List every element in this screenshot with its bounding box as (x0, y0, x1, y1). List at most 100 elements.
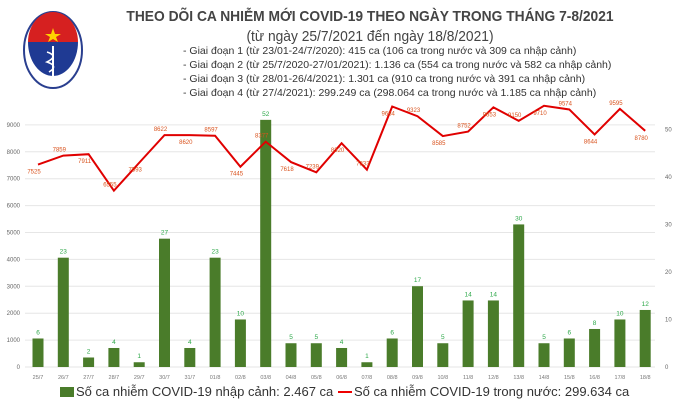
x-tick-label: 28/7 (109, 375, 120, 381)
line-value-label: 9574 (559, 101, 573, 107)
x-tick-label: 16/8 (589, 375, 600, 381)
domestic-line (37, 104, 646, 193)
chart-subtitle: (từ ngày 25/7/2021 đến ngày 18/8/2021) (246, 28, 494, 45)
x-tick-label: 18/8 (640, 375, 651, 381)
x-tick-label: 06/8 (336, 375, 347, 381)
bar-value-label: 4 (112, 339, 116, 346)
x-tick-label: 09/8 (412, 375, 423, 381)
bar-value-label: 12 (642, 301, 650, 308)
x-tick-label: 08/8 (387, 375, 398, 381)
right-tick-label: 50 (665, 127, 672, 133)
bar (260, 119, 272, 368)
phase-3: - Giai đoạn 3 (từ 28/01-26/4/2021): 1.30… (183, 73, 586, 85)
bar (589, 328, 601, 367)
bar-value-label: 27 (161, 230, 169, 237)
x-tick-label: 04/8 (286, 375, 297, 381)
ministry-of-health-logo (22, 10, 84, 95)
line-value-label: 8585 (432, 141, 446, 147)
bar (538, 343, 550, 367)
line-value-label: 7333 (356, 162, 370, 168)
bar (83, 357, 95, 367)
bar-value-label: 5 (542, 334, 546, 341)
line-value-label: 8320 (331, 148, 345, 154)
line-value-label: 7593 (129, 168, 143, 174)
bar (513, 224, 525, 367)
x-tick-label: 17/8 (615, 375, 626, 381)
bar (386, 338, 398, 367)
x-tick-label: 14/8 (539, 375, 550, 381)
x-tick-label: 13/8 (513, 375, 524, 381)
left-tick-label: 2000 (7, 311, 21, 317)
bar (336, 347, 348, 367)
left-tick-label: 9000 (7, 123, 21, 129)
left-tick-label: 4000 (7, 257, 21, 263)
line-value-label: 8752 (457, 124, 471, 130)
line-value-label: 8597 (204, 128, 218, 134)
bar-value-label: 5 (441, 334, 445, 341)
x-tick-label: 12/8 (488, 375, 499, 381)
bar-value-label: 10 (616, 310, 624, 317)
line-value-label: 9684 (382, 112, 396, 118)
phase-summary: - Giai đoạn 1 (từ 23/01-24/7/2020): 415 … (183, 44, 611, 100)
bar (487, 300, 499, 367)
bar-value-label: 4 (188, 339, 192, 346)
bar (184, 347, 196, 367)
bar (234, 319, 246, 367)
x-tick-label: 30/7 (159, 375, 170, 381)
right-tick-label: 10 (665, 317, 672, 323)
x-tick-label: 01/8 (210, 375, 221, 381)
bar-value-label: 6 (567, 329, 571, 336)
bar (437, 343, 449, 367)
chart-title: THEO DÕI CA NHIỄM MỚI COVID-19 THEO NGÀY… (126, 8, 614, 25)
line-value-label: 9323 (407, 108, 421, 114)
x-tick-label: 25/7 (33, 375, 44, 381)
line-value-label: 7445 (230, 172, 244, 178)
legend-imported: Số ca nhiễm COVID-19 nhập cảnh: 2.467 ca (60, 384, 333, 399)
x-tick-label: 29/7 (134, 375, 145, 381)
bar (57, 257, 69, 367)
x-tick-label: 15/8 (564, 375, 575, 381)
bar-value-label: 1 (137, 353, 141, 360)
bar (159, 238, 170, 367)
bar (614, 319, 626, 367)
x-tick-label: 02/8 (235, 375, 246, 381)
left-tick-label: 8000 (7, 150, 21, 156)
line-value-label: 7859 (53, 148, 67, 154)
legend-domestic: Số ca nhiễm COVID-19 trong nước: 299.634… (338, 384, 629, 399)
line-value-label: 9710 (533, 111, 547, 117)
x-tick-label: 10/8 (437, 375, 448, 381)
legend-bar-swatch (60, 386, 74, 397)
bar-value-label: 8 (593, 320, 597, 327)
left-tick-label: 3000 (7, 284, 21, 290)
x-tick-label: 26/7 (58, 375, 69, 381)
bar-value-label: 2 (87, 348, 91, 355)
line-value-label: 9150 (508, 113, 522, 119)
bar-value-label: 14 (490, 291, 498, 298)
line-value-label: 8644 (584, 139, 598, 145)
x-tick-label: 07/8 (362, 375, 373, 381)
phase-4: - Giai đoạn 4 (từ 27/4/2021): 299.249 ca… (183, 87, 597, 99)
right-tick-label: 20 (665, 270, 672, 276)
bar-value-label: 1 (365, 353, 369, 360)
bar-value-label: 14 (464, 291, 472, 298)
bar-value-label: 5 (289, 334, 293, 341)
line-value-label: 6555 (103, 183, 117, 189)
line-value-label: 8622 (154, 127, 168, 133)
right-tick-label: 0 (665, 365, 669, 371)
line-value-label: 8780 (635, 136, 649, 142)
bar (639, 309, 651, 367)
left-tick-label: 7000 (7, 177, 21, 183)
line-value-label: 7911 (78, 159, 92, 165)
line-value-label: 7525 (27, 170, 41, 176)
legend-imported-label: Số ca nhiễm COVID-19 nhập cảnh: 2.467 ca (76, 384, 334, 399)
bar (412, 286, 423, 367)
bar (310, 343, 322, 367)
legend-line-swatch (338, 390, 352, 393)
bar (361, 362, 373, 367)
phase-2: - Giai đoạn 2 (từ 25/7/2020-27/01/2021):… (183, 59, 612, 71)
bar (133, 362, 145, 367)
x-tick-label: 27/7 (83, 375, 94, 381)
line-value-label: 9653 (483, 112, 497, 118)
line-value-label: 8620 (179, 140, 193, 146)
